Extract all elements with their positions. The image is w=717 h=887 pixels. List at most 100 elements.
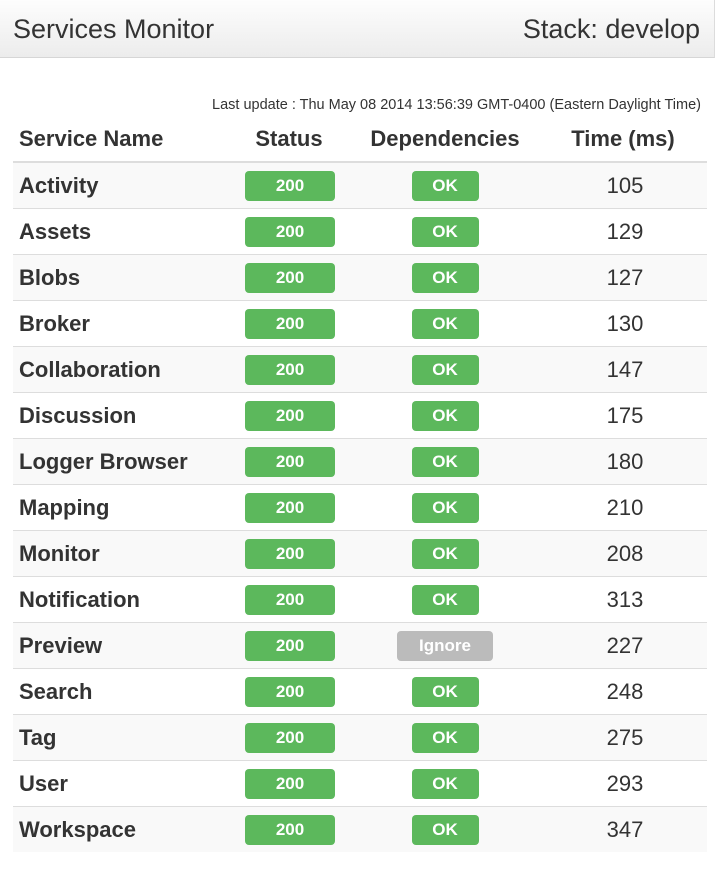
time-cell: 147 xyxy=(539,346,707,393)
service-name-cell: Preview xyxy=(13,622,227,669)
time-cell: 129 xyxy=(539,208,707,255)
service-name: Search xyxy=(19,678,93,704)
table-row: Monitor 200 OK 208 xyxy=(13,530,707,577)
response-time: 293 xyxy=(606,770,644,796)
dependencies-cell: OK xyxy=(351,346,539,393)
dependencies-ok-badge: OK xyxy=(411,722,479,753)
service-name: Tag xyxy=(19,724,57,750)
status-badge: 200 xyxy=(245,354,335,385)
status-cell: 200 xyxy=(227,392,351,439)
column-header-time: Time (ms) xyxy=(539,117,707,163)
dependencies-cell: OK xyxy=(351,162,539,209)
table-row: Logger Browser 200 OK 180 xyxy=(13,438,707,485)
service-name-cell: Discussion xyxy=(13,392,227,439)
dependencies-cell: OK xyxy=(351,300,539,347)
column-header-status: Status xyxy=(227,117,351,163)
table-row: Broker 200 OK 130 xyxy=(13,300,707,347)
status-badge: 200 xyxy=(245,216,335,247)
dependencies-cell: OK xyxy=(351,254,539,301)
service-name: Blobs xyxy=(19,264,81,290)
dependencies-cell: OK xyxy=(351,576,539,623)
dependencies-ok-badge: OK xyxy=(411,216,479,247)
table-row: User 200 OK 293 xyxy=(13,760,707,807)
status-cell: 200 xyxy=(227,208,351,255)
dependencies-cell: OK xyxy=(351,208,539,255)
status-badge: 200 xyxy=(245,630,335,661)
dependencies-ok-badge: OK xyxy=(411,446,479,477)
service-name-cell: Collaboration xyxy=(13,346,227,393)
response-time: 347 xyxy=(606,816,644,842)
response-time: 175 xyxy=(606,402,644,428)
dependencies-cell: OK xyxy=(351,484,539,531)
status-badge: 200 xyxy=(245,814,335,845)
table-row: Preview 200 Ignore 227 xyxy=(13,622,707,669)
column-header-dependencies: Dependencies xyxy=(351,117,539,163)
status-cell: 200 xyxy=(227,576,351,623)
last-update-timestamp: Last update : Thu May 08 2014 13:56:39 G… xyxy=(212,97,701,113)
status-badge: 200 xyxy=(245,722,335,753)
table-body: Activity 200 OK 105 Assets 200 OK 129 Blobs 200 OK… xyxy=(13,162,707,852)
service-name-cell: Logger Browser xyxy=(13,438,227,485)
time-cell: 313 xyxy=(539,576,707,623)
response-time: 208 xyxy=(606,540,644,566)
dependencies-cell: OK xyxy=(351,438,539,485)
service-name-cell: Activity xyxy=(13,162,227,209)
service-name: Logger Browser xyxy=(19,448,188,474)
table-row: Workspace 200 OK 347 xyxy=(13,806,707,852)
time-cell: 175 xyxy=(539,392,707,439)
status-badge: 200 xyxy=(245,538,335,569)
dependencies-ok-badge: OK xyxy=(411,676,479,707)
dependencies-ok-badge: OK xyxy=(411,584,479,615)
status-badge: 200 xyxy=(245,584,335,615)
dependencies-cell: OK xyxy=(351,714,539,761)
dependencies-cell: OK xyxy=(351,760,539,807)
dependencies-cell: OK xyxy=(351,806,539,852)
service-name-cell: Blobs xyxy=(13,254,227,301)
response-time: 130 xyxy=(606,310,644,336)
response-time: 129 xyxy=(606,218,644,244)
time-cell: 208 xyxy=(539,530,707,577)
status-cell: 200 xyxy=(227,668,351,715)
table-row: Blobs 200 OK 127 xyxy=(13,254,707,301)
dependencies-cell: OK xyxy=(351,668,539,715)
service-name: User xyxy=(19,770,68,796)
table-header: Service Name Status Dependencies Time (m… xyxy=(13,117,707,163)
dependencies-ok-badge: OK xyxy=(411,262,479,293)
table-row: Search 200 OK 248 xyxy=(13,668,707,715)
dependencies-ignore-badge: Ignore xyxy=(397,630,493,661)
status-badge: 200 xyxy=(245,492,335,523)
dependencies-ok-badge: OK xyxy=(411,768,479,799)
response-time: 210 xyxy=(606,494,644,520)
service-name: Mapping xyxy=(19,494,110,520)
dependencies-ok-badge: OK xyxy=(411,308,479,339)
service-name: Activity xyxy=(19,172,99,198)
dependencies-ok-badge: OK xyxy=(411,538,479,569)
response-time: 105 xyxy=(606,172,644,198)
time-cell: 293 xyxy=(539,760,707,807)
status-badge: 200 xyxy=(245,446,335,477)
status-cell: 200 xyxy=(227,530,351,577)
status-cell: 200 xyxy=(227,484,351,531)
service-name: Monitor xyxy=(19,540,100,566)
service-name-cell: Monitor xyxy=(13,530,227,577)
status-badge: 200 xyxy=(245,170,335,201)
service-name-cell: User xyxy=(13,760,227,807)
time-cell: 248 xyxy=(539,668,707,715)
response-time: 227 xyxy=(606,632,644,658)
time-cell: 210 xyxy=(539,484,707,531)
status-cell: 200 xyxy=(227,714,351,761)
service-name-cell: Search xyxy=(13,668,227,715)
service-name: Preview xyxy=(19,632,103,658)
service-name: Broker xyxy=(19,310,90,336)
response-time: 275 xyxy=(606,724,644,750)
dependencies-ok-badge: OK xyxy=(411,814,479,845)
status-cell: 200 xyxy=(227,438,351,485)
service-name-cell: Notification xyxy=(13,576,227,623)
service-name-cell: Assets xyxy=(13,208,227,255)
service-name-cell: Workspace xyxy=(13,806,227,852)
stack-indicator: Stack: develop xyxy=(522,14,700,44)
status-cell: 200 xyxy=(227,806,351,852)
time-cell: 130 xyxy=(539,300,707,347)
status-cell: 200 xyxy=(227,300,351,347)
status-badge: 200 xyxy=(245,676,335,707)
